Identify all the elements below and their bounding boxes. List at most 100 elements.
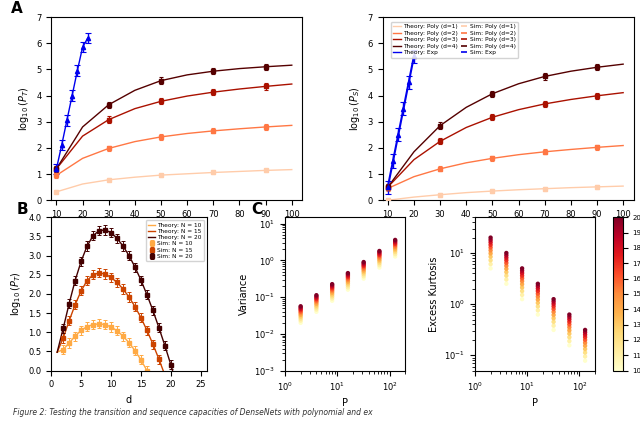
Point [358,269,369,276]
Point [564,316,575,322]
Point [532,293,543,300]
Point [486,257,496,264]
Theory: N = 10: (19, -0.97): N = 10: (19, -0.97) [161,405,169,410]
Y-axis label: $\log_{10}(P_S)$: $\log_{10}(P_S)$ [348,86,362,131]
X-axis label: N: N [173,225,180,234]
Point [532,311,543,318]
Point [532,282,543,289]
Point [548,318,559,325]
Point [564,324,575,331]
Point [343,271,353,278]
Point [486,236,496,243]
Point [343,286,353,293]
Point [390,245,400,252]
Theory: N = 15: (13, 1.92): N = 15: (13, 1.92) [125,294,133,299]
Theory: N = 15: (7, 2.5): N = 15: (7, 2.5) [89,272,97,277]
Theory: N = 10: (18, -0.62): N = 10: (18, -0.62) [155,392,163,397]
Point [296,320,306,326]
Point [501,265,511,272]
Theory: N = 10: (2, 0.55): N = 10: (2, 0.55) [60,347,67,352]
Theory: N = 20: (15, 2.36): N = 20: (15, 2.36) [137,278,145,283]
Theory: N = 20: (17, 1.57): N = 20: (17, 1.57) [149,308,157,313]
Point [358,271,369,278]
Theory: N = 20: (7, 3.52): N = 20: (7, 3.52) [89,233,97,238]
Point [580,357,590,364]
Point [580,331,590,338]
Point [486,239,496,246]
Point [390,249,400,256]
Point [548,306,559,313]
Theory: N = 10: (11, 1.04): N = 10: (11, 1.04) [113,328,121,333]
Point [532,285,543,292]
Point [358,259,369,265]
Point [501,254,511,261]
Point [374,264,385,271]
Point [548,296,559,302]
Theory: N = 10: (17, -0.3): N = 10: (17, -0.3) [149,380,157,385]
Point [532,299,543,306]
Theory: N = 10: (20, -1.35): N = 10: (20, -1.35) [167,420,175,425]
Point [343,272,353,279]
Theory: N = 10: (4, 0.9): N = 10: (4, 0.9) [71,334,79,339]
Point [564,318,575,325]
Point [517,272,527,279]
Theory: N = 20: (10, 3.6): N = 20: (10, 3.6) [107,230,115,235]
Point [327,282,337,289]
Theory: N = 15: (14, 1.67): N = 15: (14, 1.67) [131,304,139,309]
Point [580,329,590,336]
Theory: N = 10: (16, 0): N = 10: (16, 0) [143,368,151,373]
Point [501,272,511,279]
Point [358,264,369,271]
Point [327,281,337,288]
Theory: N = 20: (2, 1.1): N = 20: (2, 1.1) [60,326,67,331]
Point [501,259,511,266]
Line: Theory: N = 20: Theory: N = 20 [57,230,201,426]
Point [517,270,527,276]
Theory: N = 15: (15, 1.38): N = 15: (15, 1.38) [137,315,145,320]
Theory: N = 15: (17, 0.69): N = 15: (17, 0.69) [149,342,157,347]
Theory: N = 20: (13, 3): N = 20: (13, 3) [125,253,133,258]
Point [548,298,559,305]
Point [327,289,337,296]
Point [390,238,400,245]
Point [358,267,369,274]
Theory: N = 20: (16, 1.98): N = 20: (16, 1.98) [143,292,151,297]
Point [296,315,306,322]
Point [343,270,353,276]
X-axis label: P: P [342,398,348,408]
Point [580,353,590,360]
Y-axis label: $\log_{10}(P_T)$: $\log_{10}(P_T)$ [9,272,22,316]
Point [564,314,575,320]
Point [296,311,306,318]
Point [501,257,511,264]
Y-axis label: Variance: Variance [239,273,249,315]
Point [501,262,511,269]
Point [358,261,369,268]
Point [564,338,575,345]
Point [548,300,559,307]
Point [374,258,385,265]
Point [358,260,369,267]
Point [343,280,353,287]
Theory: N = 15: (6, 2.35): N = 15: (6, 2.35) [83,278,91,283]
Line: Theory: N = 10: Theory: N = 10 [57,324,201,426]
Point [517,284,527,291]
Point [390,242,400,249]
Theory: N = 15: (1, 0.48): N = 15: (1, 0.48) [53,350,61,355]
Point [517,278,527,285]
Point [311,293,321,300]
Point [486,247,496,254]
Theory: N = 15: (2, 0.85): N = 15: (2, 0.85) [60,336,67,341]
Point [390,251,400,258]
Point [358,275,369,282]
Point [296,303,306,310]
Y-axis label: Excess Kurtosis: Excess Kurtosis [429,256,439,331]
Point [548,303,559,310]
Theory: N = 20: (11, 3.45): N = 20: (11, 3.45) [113,236,121,241]
Point [374,260,385,267]
Point [311,306,321,313]
Point [374,249,385,256]
Theory: N = 10: (7, 1.2): N = 10: (7, 1.2) [89,322,97,327]
Point [486,253,496,260]
Point [501,280,511,287]
